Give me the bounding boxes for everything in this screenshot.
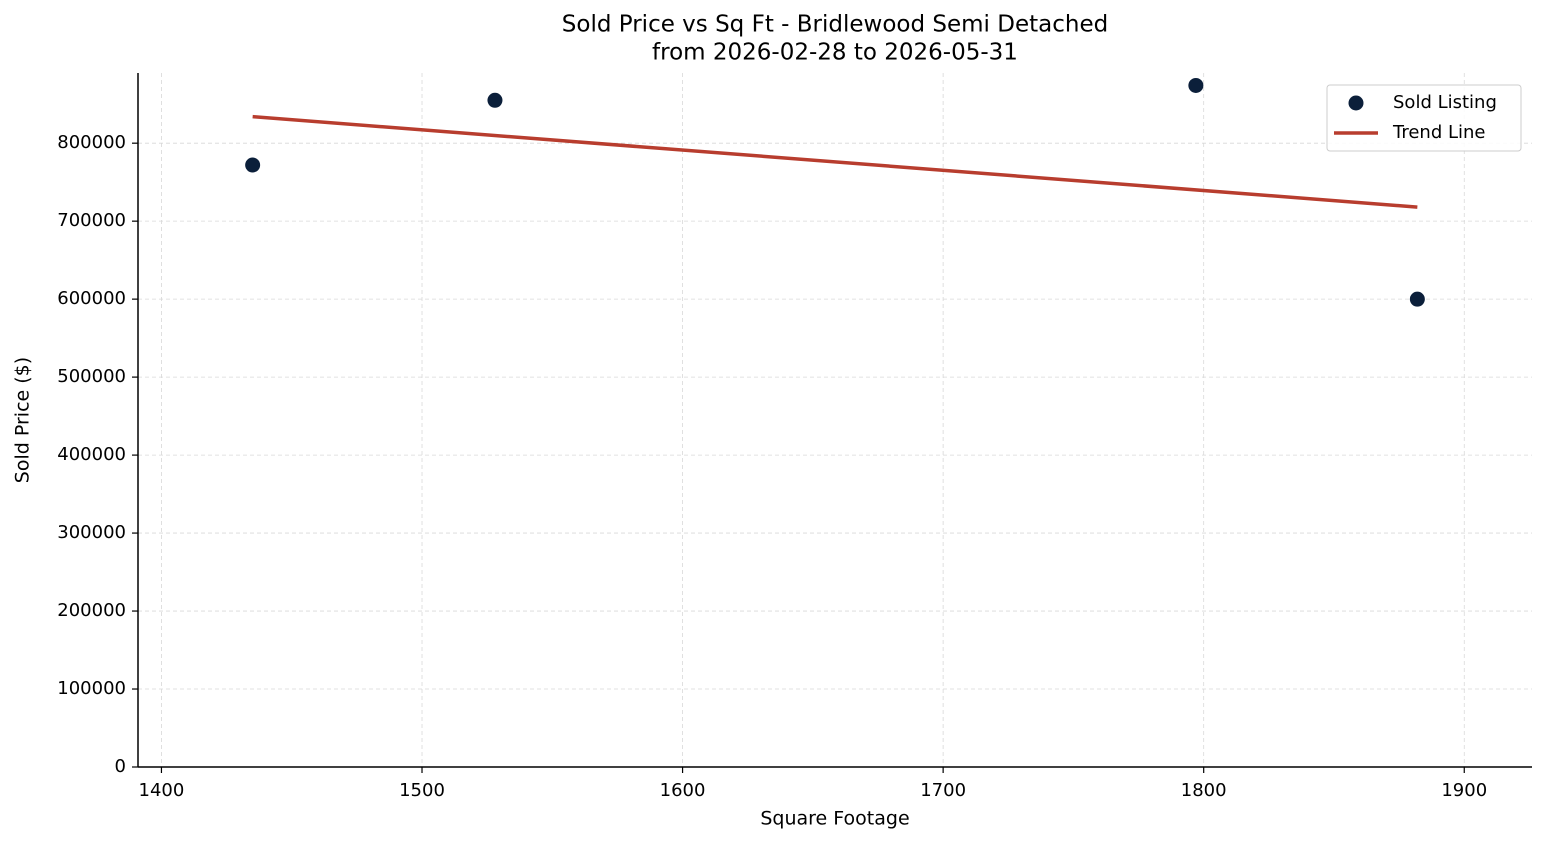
- y-tick-label: 600000: [57, 288, 126, 309]
- legend-label: Sold Listing: [1393, 92, 1497, 113]
- x-tick-label: 1700: [920, 780, 966, 801]
- legend-marker: [1348, 95, 1364, 111]
- y-tick-label: 0: [115, 756, 126, 777]
- y-tick-label: 500000: [57, 366, 126, 387]
- plot-area: [245, 77, 1425, 307]
- chart-title: Sold Price vs Sq Ft - Bridlewood Semi De…: [562, 12, 1108, 38]
- y-tick-label: 700000: [57, 210, 126, 231]
- trend-line: [252, 114, 1418, 209]
- point: [1188, 77, 1204, 93]
- y-tick-label: 400000: [57, 444, 126, 465]
- x-tick-label: 1400: [139, 780, 185, 801]
- point: [1409, 291, 1425, 307]
- x-tick-label: 1900: [1441, 780, 1487, 801]
- legend: Sold Listing Trend Line: [1326, 84, 1522, 152]
- point: [487, 92, 503, 108]
- y-tick-label: 100000: [57, 678, 126, 699]
- grid: [138, 73, 1532, 768]
- chart-subtitle: from 2026-02-28 to 2026-05-31: [652, 40, 1018, 66]
- x-tick-label: 1800: [1181, 780, 1227, 801]
- y-tick-label: 200000: [57, 600, 126, 621]
- x-tick-label: 1500: [399, 780, 445, 801]
- legend-label: Trend Line: [1392, 122, 1486, 143]
- x-axis-label: Square Footage: [760, 808, 909, 830]
- y-tick-label: 300000: [57, 522, 126, 543]
- point: [245, 157, 261, 173]
- x-tick-label: 1600: [660, 780, 706, 801]
- y-tick-label: 800000: [57, 132, 126, 153]
- y-axis-label: Sold Price ($): [12, 357, 34, 483]
